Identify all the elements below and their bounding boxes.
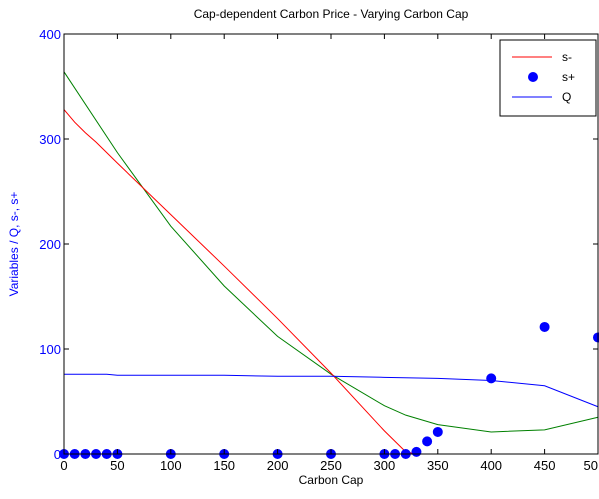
x-tick-label: 200 — [267, 458, 289, 473]
data-point-s-plus — [486, 373, 497, 384]
y-tick-label: 400 — [39, 27, 61, 42]
series-line-green — [63, 71, 599, 433]
x-tick-label: 50 — [110, 458, 124, 473]
x-tick-label: 0 — [60, 458, 67, 473]
ticks-layer: 0 50 100 150 200 250 300 350 400 450 5001002003004… — [39, 27, 599, 473]
chart-title: Cap-dependent Carbon Price - Varying Car… — [194, 7, 469, 21]
legend-box — [499, 39, 597, 117]
y-tick-label: 200 — [39, 237, 61, 252]
x-tick-label: 350 — [427, 458, 449, 473]
data-point-s-plus — [539, 321, 550, 332]
y-axis-label: Variables / Q, s-, s+ — [7, 192, 21, 297]
legend-label: s- — [562, 50, 572, 64]
legend-label: Q — [562, 90, 571, 104]
x-tick-label: 300 — [374, 458, 396, 473]
x-tick-label: 250 — [320, 458, 342, 473]
x-tick-label: 50 — [584, 458, 598, 473]
data-point-s-plus — [411, 446, 422, 457]
legend-label: s+ — [562, 70, 575, 84]
legend: s-s+ Q — [499, 39, 597, 117]
data-point-s-plus — [422, 436, 433, 447]
series-line-q — [64, 373, 599, 408]
y-tick-label: 300 — [39, 132, 61, 147]
x-axis-label: Carbon Cap — [299, 473, 364, 487]
x-tick-label: 150 — [213, 458, 235, 473]
legend-swatch-marker — [528, 72, 538, 82]
plot-frame — [63, 33, 599, 455]
y-tick-label: 0 — [54, 447, 61, 462]
y-tick-label: 100 — [39, 342, 61, 357]
x-tick-label: 100 — [160, 458, 182, 473]
x-tick-label: 450 — [534, 458, 556, 473]
x-tick-label: 400 — [480, 458, 502, 473]
data-point-s-plus — [432, 426, 443, 437]
